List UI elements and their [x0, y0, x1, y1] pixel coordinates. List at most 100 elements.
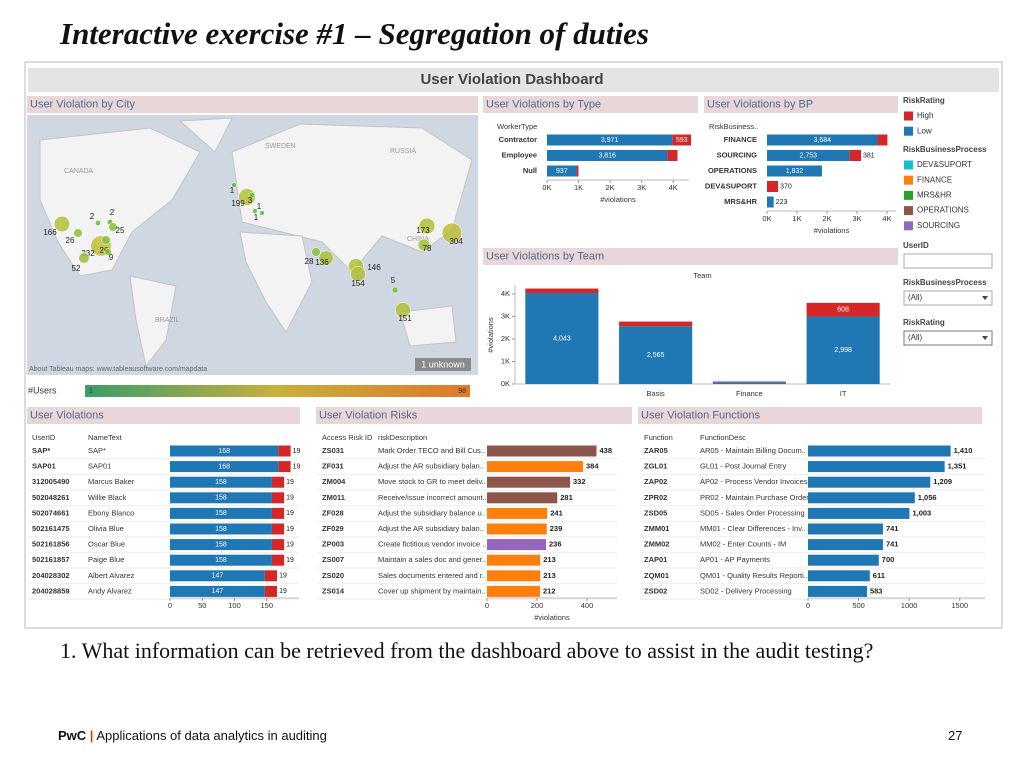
legend-swatch [904, 111, 913, 121]
row-description: Adjust the AR subsidiary balan.. [378, 462, 484, 471]
city-point [73, 228, 83, 238]
row-description: Olivia Blue [88, 524, 124, 533]
map-credit: About Tableau maps: www.tableausoftware.… [29, 366, 207, 373]
dropdown-arrow[interactable] [982, 336, 988, 340]
panel-title-bar [316, 407, 632, 424]
x-tick-label: 200 [531, 601, 544, 610]
city-label: 1 [230, 186, 235, 195]
filter-control[interactable] [903, 330, 993, 346]
value-label: 3,816 [598, 152, 616, 159]
unknown-badge [415, 358, 471, 371]
row-id: ZS031 [322, 446, 344, 455]
legend-item: OPERATIONS [917, 206, 969, 215]
panel-title: User Violation Risks [319, 409, 418, 421]
city-label: 151 [398, 314, 412, 323]
dropdown-arrow[interactable] [982, 296, 988, 300]
panel-title-bar [638, 407, 982, 424]
footer-text: Applications of data analytics in auditi… [96, 728, 327, 743]
panel-title: User Violations by Type [486, 98, 601, 110]
bar [487, 445, 597, 457]
x-tick-label: 500 [852, 601, 865, 610]
row-id: 204028859 [32, 586, 70, 595]
bar-segment [712, 382, 786, 384]
x-tick-label: IT [840, 389, 847, 398]
value-label: 381 [863, 152, 875, 159]
value-label: 3,971 [601, 137, 619, 144]
row-description: Mark Order TECO and Bill Cus.. [378, 446, 485, 455]
row-description: Adjust the subsidiary balance u.. [378, 508, 486, 517]
value-label: 147 [212, 573, 224, 580]
legend-swatch [904, 190, 913, 200]
bar-segment [170, 585, 265, 597]
y-tick-label: 3K [501, 311, 510, 320]
x-tick-label: 400 [581, 601, 594, 610]
bar [808, 523, 883, 535]
row-id: 204028302 [32, 571, 70, 580]
bar [487, 507, 548, 519]
land [129, 275, 177, 368]
filter-control[interactable] [903, 290, 993, 306]
city-point [78, 252, 90, 264]
row-description: AR05 - Maintain Billing Docum.. [700, 446, 806, 455]
panel-title-bar [704, 96, 898, 113]
city-point [417, 238, 431, 252]
bar-segment [170, 476, 272, 488]
land [239, 231, 313, 333]
city-point [231, 182, 237, 188]
bar [487, 539, 546, 551]
row-description: Maintain a sales doc and gener.. [378, 555, 486, 564]
column-header: NameText [88, 433, 123, 442]
city-label: 1 [257, 202, 262, 211]
panel-title-bar [483, 96, 698, 113]
footer-separator: | [89, 728, 94, 743]
city-point [248, 191, 256, 199]
row-id: ZAR05 [644, 446, 668, 455]
panel-title: User Violations by BP [707, 98, 813, 110]
value-label: 168 [218, 463, 230, 470]
city-label: 173 [416, 226, 430, 235]
city-point [441, 222, 463, 244]
row-description: Create fictitious vendor invoice .. [378, 540, 486, 549]
row-id: 312005490 [32, 477, 70, 486]
row-id: ZM004 [322, 477, 346, 486]
filter-value: (All) [908, 293, 923, 302]
x-tick-label: 1500 [951, 601, 968, 610]
value-label: 19 [286, 510, 294, 517]
bar-segment [667, 150, 678, 161]
row-description: SD02 - Delivery Processing [700, 586, 792, 595]
bar-segment [806, 302, 880, 317]
value-label: 19 [279, 573, 287, 580]
filter-control[interactable] [903, 253, 993, 269]
bar [808, 554, 879, 566]
bar-segment [271, 523, 285, 535]
legend-item: DEV&SUPORT [917, 160, 972, 169]
row-id: ZS020 [322, 571, 344, 580]
dashboard-header [28, 68, 999, 92]
city-label: 154 [351, 279, 365, 288]
value-label: 19 [286, 526, 294, 533]
x-axis-label: #violations [600, 195, 636, 204]
panel-title: User Violations by Team [486, 250, 604, 262]
country-label: RUSSIA [390, 148, 416, 155]
row-id: ZSD02 [644, 586, 667, 595]
slide-title: Interactive exercise #1 – Segregation of… [60, 16, 649, 51]
bar-segment [271, 507, 285, 519]
bar [487, 523, 547, 535]
legend-title: RiskBusinessProcess [903, 145, 987, 154]
bar-segment [619, 321, 693, 327]
bar [808, 476, 931, 488]
category-label: FINANCE [724, 135, 757, 144]
footer: PwC | Applications of data analytics in … [58, 728, 327, 743]
row-id: 502074661 [32, 508, 70, 517]
city-point [350, 266, 366, 282]
value-label: 611 [873, 571, 885, 580]
bar-segment [849, 150, 862, 161]
value-label: 1,351 [948, 462, 967, 471]
column-header: riskDescription [378, 433, 427, 442]
row-description: Ebony Blanco [88, 508, 134, 517]
bar-segment [525, 293, 599, 384]
panel-title-bar [27, 96, 478, 113]
category-label: Contractor [499, 135, 537, 144]
x-axis-label: #violations [534, 613, 570, 622]
